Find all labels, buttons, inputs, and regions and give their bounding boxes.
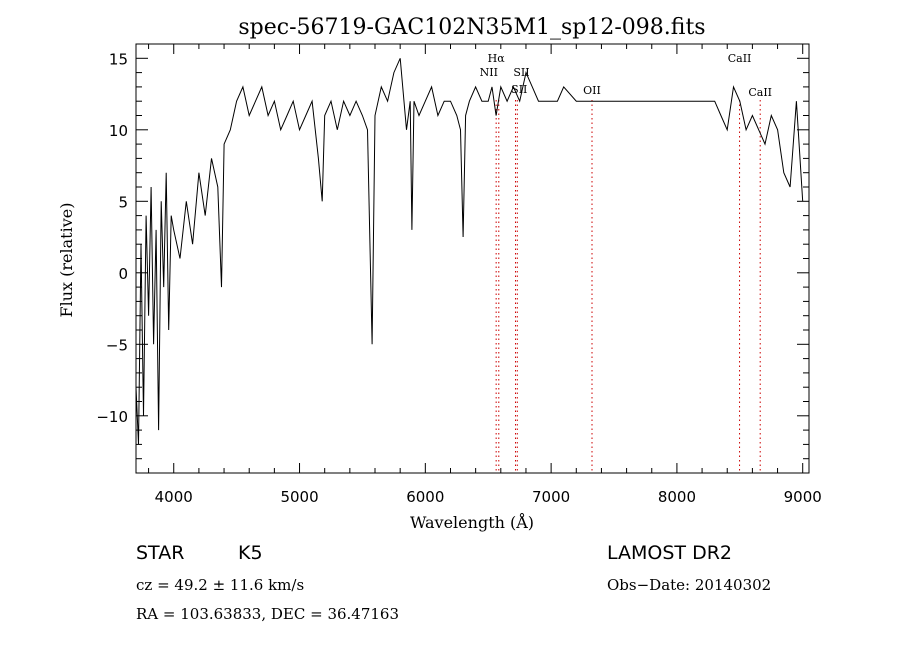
line-marker-label: CaII (728, 52, 752, 65)
line-marker-label: SII (513, 66, 529, 79)
y-tick-label: −5 (106, 336, 128, 354)
x-tick-label: 7000 (532, 488, 570, 506)
observation-date: Obs−Date: 20140302 (607, 576, 771, 594)
spectral-subclass: K5 (238, 542, 263, 564)
chart-title: spec-56719-GAC102N35M1_sp12-098.fits (238, 15, 705, 40)
y-tick-label: 10 (109, 122, 128, 140)
spectrum-line-group (135, 58, 804, 445)
axis-tick-labels: 4000 5000 6000 7000 8000 9000 15 10 5 0 −5 −10 (96, 50, 821, 506)
y-axis-label: Flux (relative) (57, 203, 76, 318)
survey-name: LAMOST DR2 (607, 542, 732, 564)
line-markers (495, 100, 761, 473)
line-marker-label: SII (511, 83, 527, 96)
line-marker-label: Hα (488, 52, 506, 65)
x-tick-label: 6000 (406, 488, 444, 506)
y-tick-label: 0 (118, 265, 128, 283)
x-tick-label: 8000 (658, 488, 696, 506)
line-marker-label: NII (480, 66, 498, 79)
axis-ticks (136, 43, 809, 473)
x-tick-label: 9000 (784, 488, 822, 506)
object-type: STAR (136, 542, 184, 564)
plot-frame (135, 43, 810, 474)
y-tick-label: −10 (96, 408, 128, 426)
redshift-info: cz = 49.2 ± 11.6 km/s (136, 576, 304, 594)
y-tick-label: 15 (109, 50, 128, 68)
line-marker-label: OII (583, 84, 601, 97)
coordinates: RA = 103.63833, DEC = 36.47163 (136, 605, 399, 623)
x-axis-label: Wavelength (Å) (410, 512, 534, 532)
x-tick-label: 5000 (280, 488, 318, 506)
line-marker-label: CaII (748, 86, 772, 99)
y-tick-label: 5 (118, 193, 128, 211)
x-tick-label: 4000 (155, 488, 193, 506)
spectrum-line (135, 58, 804, 445)
